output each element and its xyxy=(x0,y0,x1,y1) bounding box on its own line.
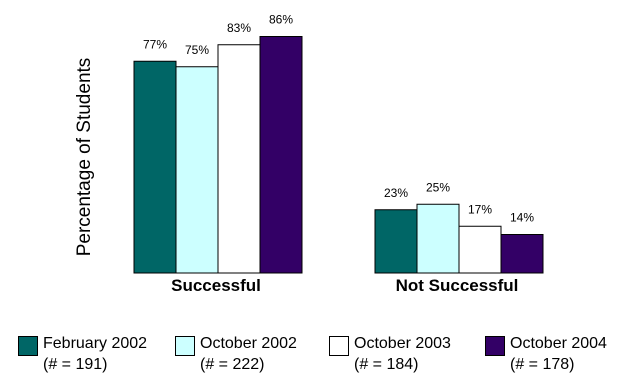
y-axis-label: Percentage of Students xyxy=(74,58,95,257)
legend-series-name: October 2003 xyxy=(354,335,451,352)
bar xyxy=(458,225,502,274)
value-label: 23% xyxy=(384,186,408,200)
category-label: Successful xyxy=(171,276,261,295)
bar xyxy=(416,203,460,274)
bar xyxy=(374,209,418,274)
legend-swatch xyxy=(485,336,505,356)
value-label: 86% xyxy=(269,13,293,27)
bar xyxy=(500,234,544,274)
bar xyxy=(259,36,303,274)
legend-swatch xyxy=(329,336,349,356)
value-labels-group: 77% 75% 83% 86% 23% 25% 17% 14% xyxy=(143,13,534,225)
legend-swatch xyxy=(18,336,38,356)
value-label: 25% xyxy=(426,180,450,194)
bar xyxy=(217,44,261,274)
category-label: Not Successful xyxy=(396,276,519,295)
legend-series-count: (# = 191) xyxy=(43,356,108,373)
legend-series-name: February 2002 xyxy=(43,335,148,352)
legend-series-count: (# = 184) xyxy=(354,356,419,373)
legend-swatch xyxy=(175,336,195,356)
category-labels-group: Successful Not Successful xyxy=(171,276,518,295)
bar xyxy=(133,60,177,274)
value-label: 14% xyxy=(510,211,534,225)
legend-series-name: October 2002 xyxy=(200,335,297,352)
value-label: 83% xyxy=(227,21,251,35)
bar xyxy=(175,66,219,274)
legend-series-name: October 2004 xyxy=(510,335,607,352)
bars-group xyxy=(133,36,544,274)
value-label: 77% xyxy=(143,37,167,51)
value-label: 17% xyxy=(468,202,492,216)
legend-series-count: (# = 178) xyxy=(510,356,575,373)
legend-series-count: (# = 222) xyxy=(200,356,265,373)
value-label: 75% xyxy=(185,43,209,57)
